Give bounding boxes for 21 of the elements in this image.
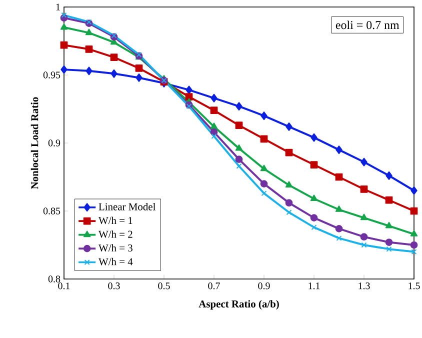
x-tick-label: 0.7 — [208, 282, 220, 290]
x-tick-label: 1.1 — [308, 282, 320, 290]
legend-label: W/h = 4 — [98, 258, 133, 266]
x-tick-label: 0.3 — [108, 282, 120, 290]
y-tick-label: 0.8 — [48, 276, 60, 282]
y-tick-label: 0.9 — [48, 140, 60, 146]
y-tick-label: 0.95 — [43, 72, 60, 78]
y-axis-title: Nonlocal Load Ratio — [30, 97, 38, 189]
legend-label: W/h = 1 — [98, 216, 132, 224]
x-tick-label: 0.5 — [158, 282, 170, 290]
y-tick-label: 1 — [56, 4, 60, 10]
y-tick-label: 0.85 — [43, 208, 60, 214]
x-tick-label: 0.9 — [258, 282, 270, 290]
legend-label: Linear Model — [98, 202, 156, 210]
annotation: eoli = 0.7 nm — [336, 20, 400, 30]
x-tick-label: 1.3 — [358, 282, 370, 290]
x-tick-label: 0.1 — [58, 282, 70, 290]
x-axis-title: Aspect Ratio (a/b) — [198, 300, 279, 310]
legend-label: W/h = 2 — [98, 230, 132, 238]
x-tick-label: 1.5 — [408, 282, 420, 290]
legend-label: W/h = 3 — [98, 244, 132, 252]
